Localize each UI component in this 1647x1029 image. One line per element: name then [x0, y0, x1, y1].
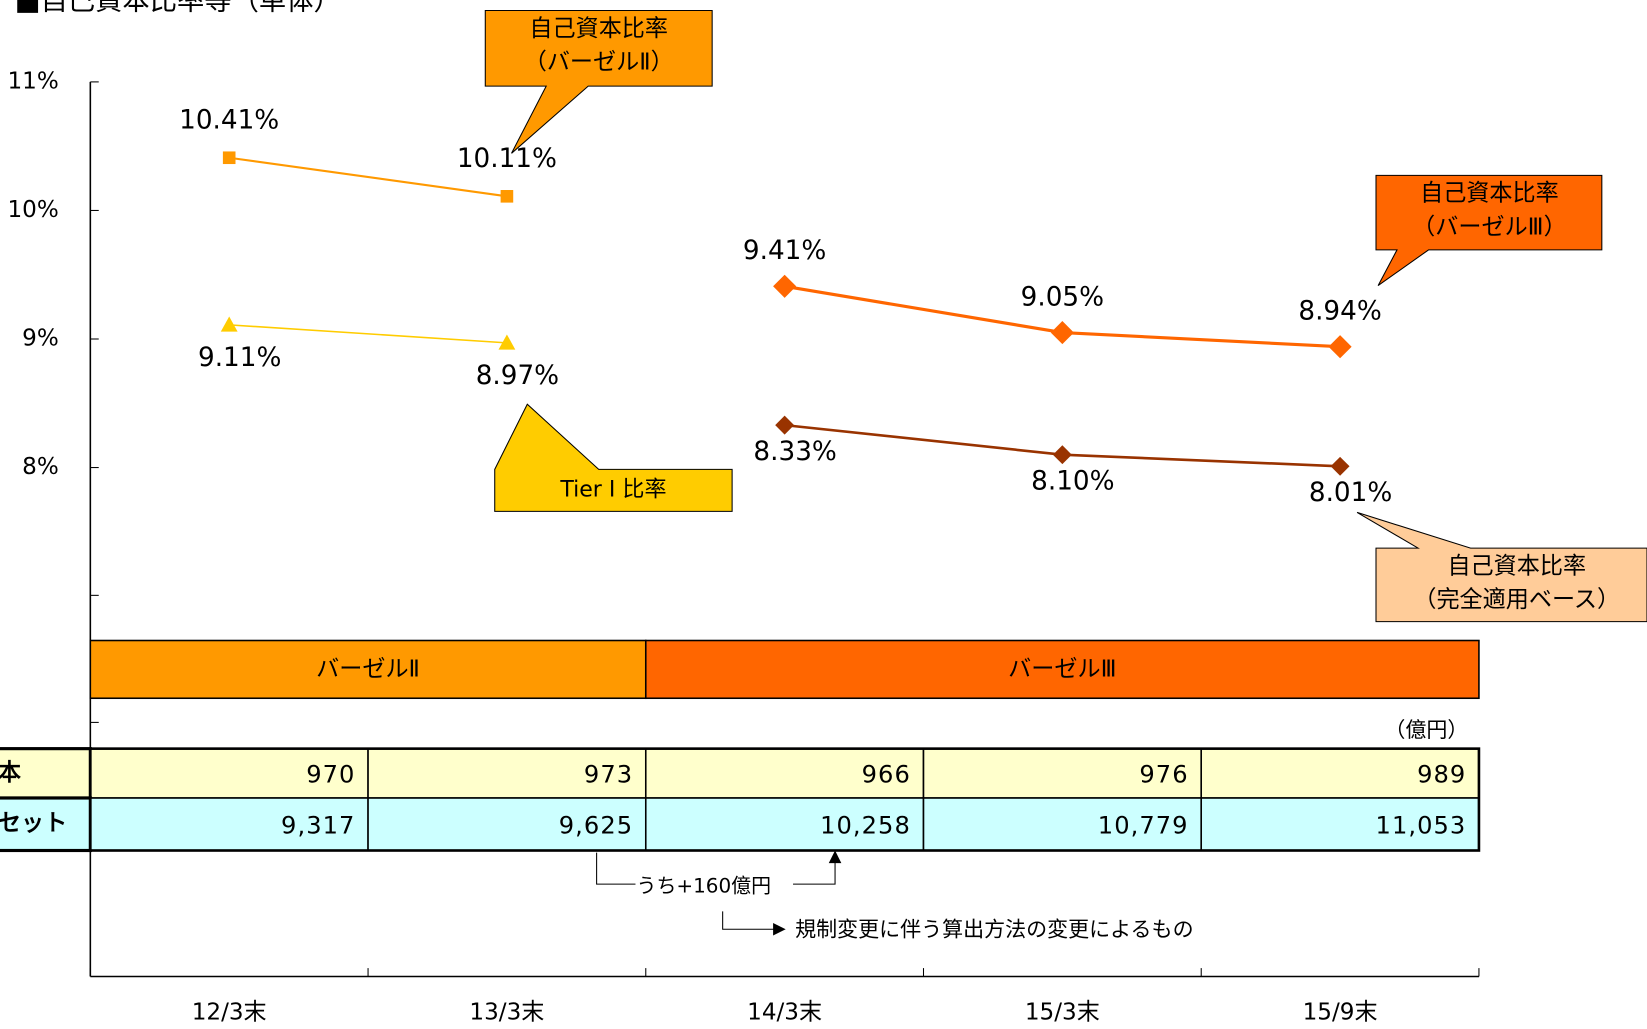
table-value: 966 — [862, 760, 911, 788]
marker — [1050, 321, 1074, 345]
data-label: 8.01% — [1309, 478, 1392, 508]
note-bracket — [793, 861, 836, 885]
x-tick-label: 14/3末 — [747, 1000, 822, 1026]
x-tick-label: 15/9末 — [1303, 1000, 1378, 1026]
period-label: バーゼルⅡ — [316, 656, 420, 682]
period-label: バーゼルⅢ — [1008, 656, 1116, 682]
table-value: 973 — [584, 760, 633, 788]
marker — [1328, 335, 1352, 359]
row-header: 本 — [0, 760, 21, 786]
callout: Tier Ⅰ 比率 — [494, 403, 733, 512]
marker — [500, 190, 514, 203]
period-band — [89, 639, 647, 700]
callout-text: （完全適用ベース） — [1413, 587, 1620, 613]
table-value: 9,625 — [559, 811, 633, 839]
callout-text: （バーゼルⅢ） — [1412, 214, 1567, 240]
note-bracket — [596, 852, 636, 885]
marker — [222, 151, 236, 165]
callout-text: 自己資本比率 — [529, 16, 668, 42]
y-tick-label: 10% — [7, 197, 58, 223]
data-label: 8.10% — [1031, 466, 1114, 496]
data-label: 9.05% — [1021, 282, 1104, 312]
data-label: 10.11% — [457, 144, 557, 174]
data-label: 8.33% — [753, 437, 836, 467]
table-value: 9,317 — [281, 811, 355, 839]
marker — [773, 274, 797, 298]
callout: 自己資本比率 （バーゼルⅢ） — [1375, 174, 1603, 287]
marker — [1330, 456, 1350, 476]
note-arrow — [828, 850, 842, 864]
table-value: 976 — [1139, 760, 1188, 788]
series-line — [229, 156, 508, 198]
x-tick-label: 12/3末 — [192, 1000, 267, 1026]
data-label: 10.41% — [179, 105, 279, 135]
x-tick-label: 15/3末 — [1025, 1000, 1100, 1026]
table-frame — [89, 747, 1481, 852]
data-label: 9.11% — [198, 343, 281, 373]
marker — [775, 415, 795, 435]
data-label: 8.94% — [1298, 297, 1381, 327]
table-cell — [922, 797, 1203, 852]
callout-text: 自己資本比率 — [1420, 181, 1559, 207]
table-value: 970 — [306, 760, 355, 788]
note-arrow — [773, 922, 786, 936]
table-cell — [367, 747, 647, 799]
callout-text: Tier Ⅰ 比率 — [559, 477, 666, 502]
period-band — [644, 639, 1480, 700]
table-unit: （億円） — [1384, 718, 1468, 742]
marker — [498, 334, 516, 350]
row-header: セット — [0, 811, 67, 837]
table-cell — [1200, 797, 1480, 852]
callout-text: 自己資本比率 — [1447, 554, 1586, 580]
table-value: 10,779 — [1098, 811, 1189, 839]
note-bracket — [722, 911, 776, 930]
marker — [1052, 445, 1072, 465]
callout: 自己資本比率 （バーゼルⅡ） — [484, 9, 713, 154]
table-value: 11,053 — [1376, 811, 1467, 839]
series-line — [229, 324, 507, 344]
callout: 自己資本比率 （完全適用ベース） — [1356, 511, 1647, 623]
callout-text: （バーゼルⅡ） — [524, 50, 674, 76]
data-label: 9.41% — [743, 236, 826, 266]
y-tick-label: 8% — [22, 454, 59, 480]
y-tick-label: 11% — [7, 68, 58, 94]
y-tick-label: 9% — [22, 326, 59, 352]
table-cell — [644, 797, 925, 852]
note: うち+160億円 — [637, 874, 772, 898]
table-value: 989 — [1417, 760, 1466, 788]
table-value: 10,258 — [820, 811, 911, 839]
x-tick-label: 13/3末 — [469, 1000, 544, 1026]
marker — [220, 316, 238, 332]
note: 規制変更に伴う算出方法の変更によるもの — [795, 917, 1193, 941]
data-label: 8.97% — [476, 361, 559, 391]
chart-title: ■自己資本比率等（単体） — [15, 0, 341, 17]
